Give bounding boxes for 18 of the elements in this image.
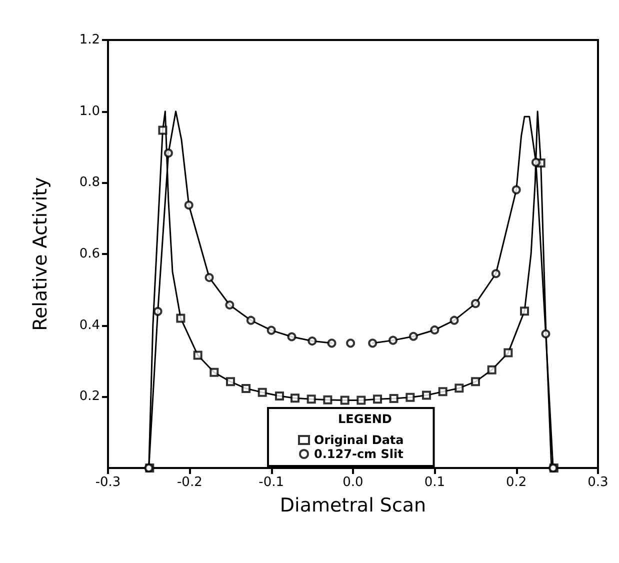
x-tick-label: 0.2 xyxy=(506,475,527,490)
legend-title: LEGEND xyxy=(338,412,392,426)
x-tick-label: -0.3 xyxy=(95,475,121,490)
x-tick-label: 0.0 xyxy=(342,475,364,490)
y-tick-label: 0.6 xyxy=(79,246,100,262)
legend-label: Original Data xyxy=(314,433,404,447)
y-tick-label: 0.2 xyxy=(79,389,100,404)
y-axis-title: Relative Activity xyxy=(30,177,52,331)
x-tick-label: 0.3 xyxy=(588,475,608,490)
x-tick-label: 0.1 xyxy=(424,475,446,490)
x-axis-title: Diametral Scan xyxy=(280,494,426,516)
y-tick-label: 1.0 xyxy=(79,104,100,119)
y-tick-label: 0.4 xyxy=(79,318,100,333)
x-tick-label: -0.1 xyxy=(258,475,284,490)
legend-label: 0.127-cm Slit xyxy=(314,447,404,461)
y-tick-label: 0.8 xyxy=(79,175,100,190)
y-tick-label: 1.2 xyxy=(79,32,100,48)
x-tick-label: -0.2 xyxy=(176,475,202,490)
